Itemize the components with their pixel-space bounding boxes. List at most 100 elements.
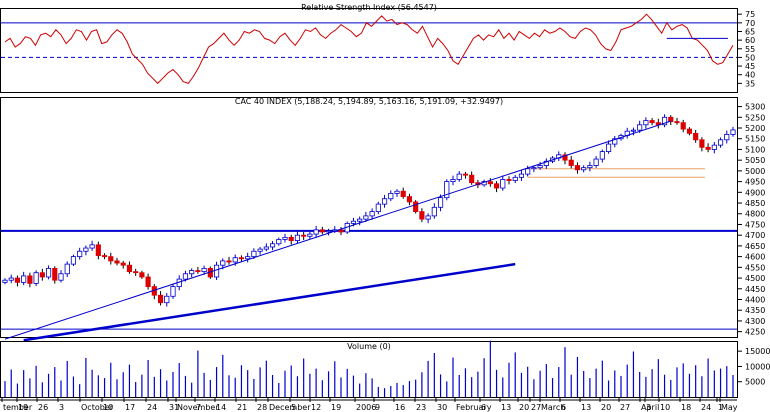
- candle-up: [593, 158, 599, 166]
- candle: [437, 194, 444, 212]
- candle: [338, 227, 344, 236]
- x-tick-label: 18: [681, 403, 691, 412]
- candle: [375, 201, 381, 215]
- candle-down: [108, 256, 114, 262]
- candle-up: [170, 286, 176, 297]
- price-tick-label: 5150: [745, 135, 765, 144]
- price-tick-label: 4800: [745, 210, 765, 219]
- candle: [245, 252, 251, 263]
- x-tick-label: 2006: [356, 403, 376, 412]
- price-tick-label: 5300: [745, 103, 765, 112]
- candle-down: [413, 201, 419, 213]
- x-tick-label: May: [721, 403, 738, 412]
- candle: [226, 256, 232, 265]
- candle: [556, 151, 562, 162]
- candle: [263, 243, 269, 252]
- candle: [325, 228, 332, 236]
- price-tick-label: 4950: [745, 178, 765, 187]
- candle-down: [126, 264, 133, 273]
- candle: [574, 162, 581, 174]
- candle: [257, 246, 263, 255]
- candle-up: [375, 203, 381, 213]
- candle: [444, 179, 450, 201]
- price-tick-label: 4550: [745, 263, 765, 272]
- x-tick-label: 20: [519, 403, 529, 412]
- candle-down: [668, 116, 674, 122]
- candle-up: [531, 167, 537, 170]
- candle-up: [213, 264, 220, 278]
- candle-up: [325, 230, 332, 233]
- candle-up: [245, 256, 251, 260]
- rsi-title: Relative Strength Index (56.4547): [301, 3, 437, 12]
- candle: [419, 208, 425, 223]
- candle-up: [525, 168, 531, 175]
- candle-up: [307, 233, 313, 237]
- candle-up: [369, 211, 375, 217]
- candle-down: [649, 120, 655, 124]
- candle: [630, 127, 637, 136]
- candle-up: [605, 143, 612, 152]
- x-tick-label: 6: [481, 403, 486, 412]
- price-tick-label: 4900: [745, 188, 765, 197]
- price-title: CAC 40 INDEX (5,188.24, 5,194.89, 5,163.…: [235, 97, 503, 106]
- x-tick-label: 3: [59, 403, 64, 412]
- x-tick-label: 7: [196, 403, 201, 412]
- candle: [668, 115, 674, 126]
- candle-up: [2, 279, 8, 283]
- candle-down: [301, 234, 307, 237]
- candle: [319, 226, 325, 235]
- candle: [562, 152, 568, 165]
- candle: [8, 274, 14, 284]
- candle: [456, 171, 462, 182]
- x-tick-label: 31: [169, 403, 179, 412]
- candle-up: [164, 295, 170, 304]
- x-tick-label: 24: [701, 403, 711, 412]
- x-tick-label: 21: [237, 403, 247, 412]
- x-tick-label: 16: [395, 403, 405, 412]
- candle-down: [406, 196, 413, 203]
- candle-up: [83, 247, 89, 252]
- candle-up: [543, 160, 549, 166]
- candle-down: [39, 272, 45, 278]
- candle-up: [77, 250, 83, 258]
- candle: [413, 200, 419, 214]
- candle-up: [661, 116, 668, 126]
- rsi-tick-label: 40: [745, 71, 755, 80]
- candle-down: [238, 257, 245, 260]
- x-tick-label: November: [177, 403, 219, 412]
- candle: [139, 270, 145, 279]
- volume-tick-label: 15000: [745, 347, 770, 356]
- candle-down: [705, 146, 711, 150]
- candle: [39, 268, 45, 281]
- volume-title: Volume (0): [347, 342, 391, 351]
- price-tick-label: 5050: [745, 156, 765, 165]
- candle-down: [419, 211, 425, 220]
- candle-up: [450, 179, 456, 182]
- candle-down: [157, 294, 164, 304]
- candle: [133, 268, 139, 276]
- x-tick-label: 26: [38, 403, 48, 412]
- x-tick-label: 27: [620, 403, 630, 412]
- candle: [89, 240, 95, 251]
- candle: [506, 176, 512, 185]
- candle: [649, 118, 655, 126]
- candle-down: [139, 272, 145, 278]
- price-tick-label: 4650: [745, 242, 765, 251]
- candle-down: [133, 271, 139, 274]
- rsi-tick-label: 60: [745, 36, 755, 45]
- rsi-panel: Relative Strength Index (56.4547) 354045…: [0, 3, 755, 93]
- candle: [14, 275, 21, 287]
- candle-up: [500, 179, 506, 189]
- candle: [406, 193, 413, 206]
- candle-down: [568, 159, 574, 166]
- candle: [2, 278, 8, 285]
- volume-panel: Volume (0) 5000 10000 15000: [0, 340, 770, 398]
- candle-up: [189, 270, 195, 275]
- volume-tick-label: 10000: [745, 362, 770, 371]
- x-tick-label: 19: [18, 403, 28, 412]
- candle-down: [462, 173, 469, 176]
- candle: [313, 225, 319, 238]
- x-tick-label: October: [81, 403, 114, 412]
- candle: [581, 165, 587, 173]
